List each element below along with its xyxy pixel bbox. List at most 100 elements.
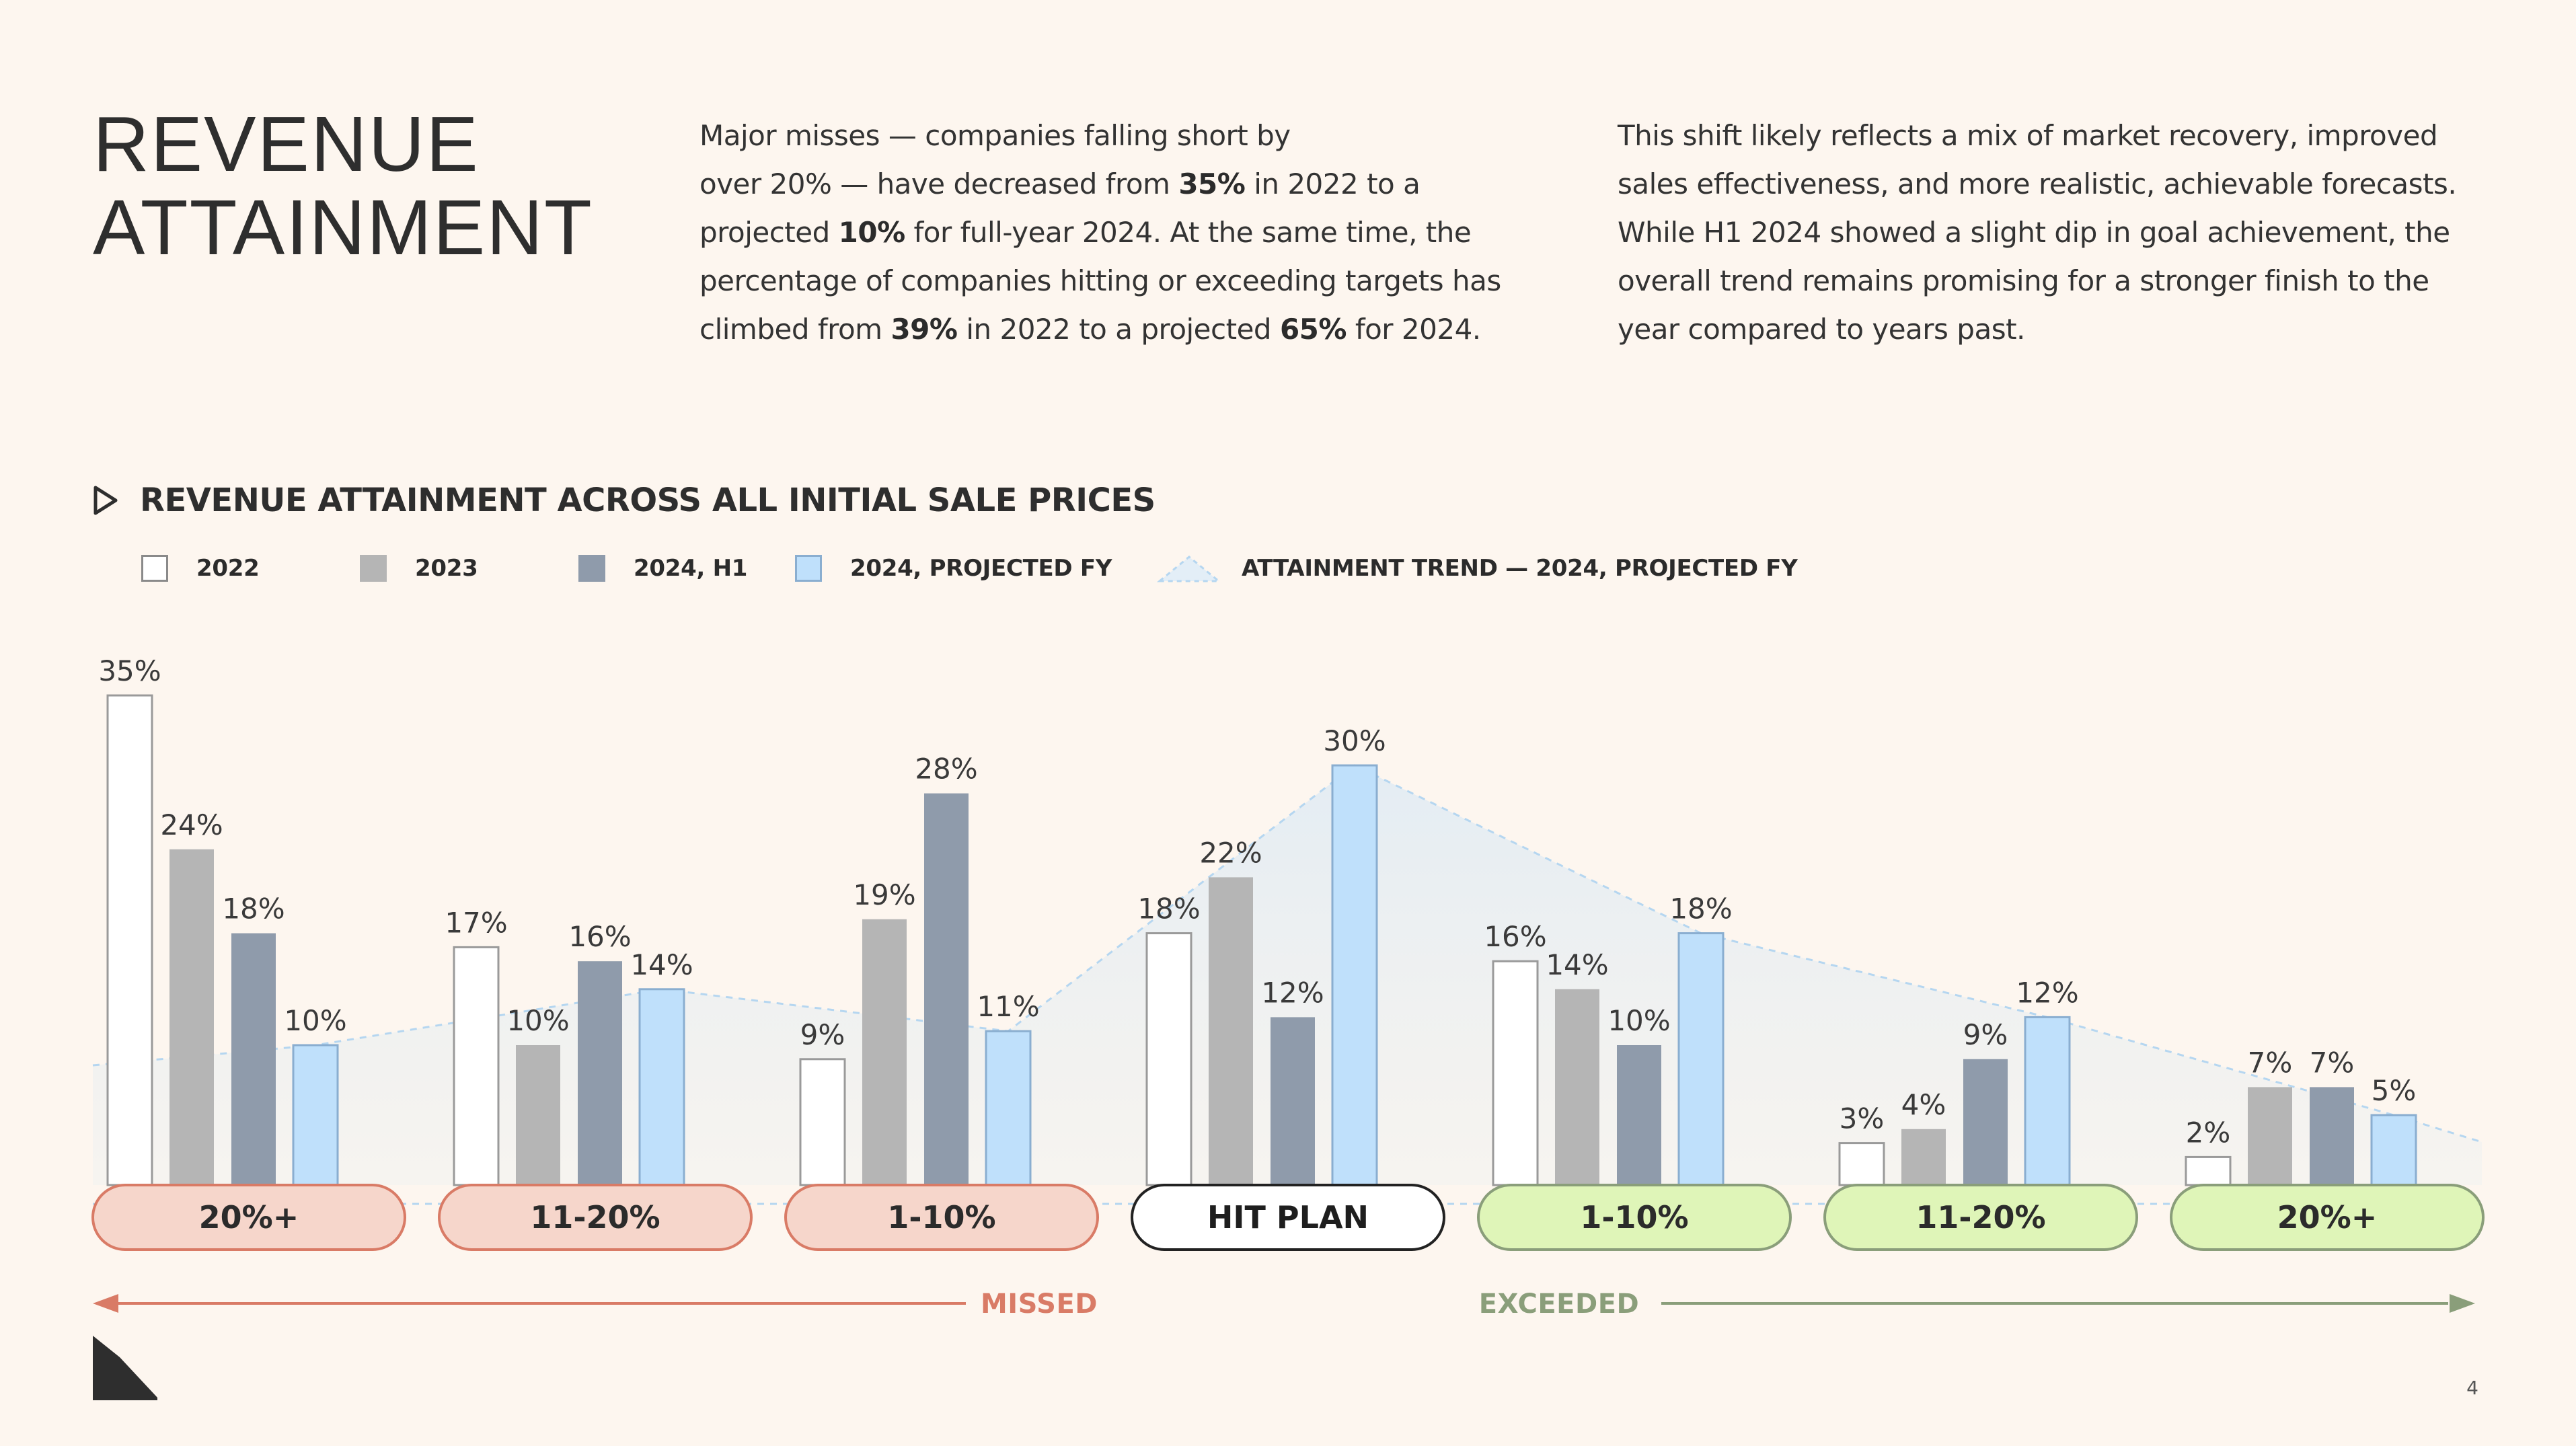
intro-right-line-2: sales effectiveness, and more realistic,… <box>1618 167 2457 200</box>
category-pill-7: 20%+ <box>2170 1184 2485 1251</box>
bar-value-label: 30% <box>1323 724 1386 757</box>
bar-2024-h1-group-3 <box>924 793 969 1185</box>
bar-value-label: 28% <box>915 753 977 786</box>
bars-layer: 35% 17% 9% 18% 16% 3% 2% 24% 10% 19% 22% 14% 4% 7% 18%… <box>98 654 2417 1186</box>
legend-label-2022: 2022 <box>196 555 260 582</box>
bar-2023-group-1 <box>169 849 214 1185</box>
legend-item-2023: 2023 <box>360 548 478 588</box>
bar-value-label: 5% <box>2372 1074 2417 1107</box>
stat-major-miss-2022: 35% <box>1178 167 1246 200</box>
bar-value-label: 18% <box>1669 892 1732 925</box>
category-pill-5: 1-10% <box>1477 1184 1792 1251</box>
bar-2022-group-3 <box>799 1058 846 1186</box>
legend-label-trend: ATTAINMENT TREND — 2024, PROJECTED FY <box>1242 555 1798 582</box>
bar-2024-projected-fy-group-5 <box>1677 932 1725 1186</box>
category-pill-shape <box>2170 1184 2485 1251</box>
legend-item-2024-fy: 2024, PROJECTED FY <box>795 548 1112 588</box>
bar-value-label: 9% <box>1963 1018 2008 1051</box>
intro-right-line-5: year compared to years past. <box>1618 313 2025 346</box>
stat-hit-2024: 65% <box>1279 313 1347 346</box>
page-number: 4 <box>2466 1377 2478 1399</box>
chart-heading: REVENUE ATTAINMENT ACROSS ALL INITIAL SA… <box>93 479 1156 522</box>
bar-2024-projected-fy-group-2 <box>638 988 685 1186</box>
intro-left-line-5: climbed from 39% in 2022 to a projected … <box>699 313 1481 346</box>
intro-left-line-4: percentage of companies hitting or excee… <box>699 264 1501 297</box>
arrow-right-icon <box>2450 1294 2475 1313</box>
intro-left-line-1: Major misses — companies falling short b… <box>699 119 1291 152</box>
category-pill-4: HIT PLAN <box>1131 1184 1445 1251</box>
trend-area-icon <box>1157 556 1221 582</box>
category-label: HIT PLAN <box>1207 1199 1369 1235</box>
bar-2022-group-4 <box>1145 932 1192 1186</box>
bar-value-label: 9% <box>800 1018 845 1051</box>
bar-value-label: 24% <box>160 808 223 841</box>
legend-label-2024-fy: 2024, PROJECTED FY <box>850 555 1112 582</box>
legend-item-2024-h1: 2024, H1 <box>578 548 747 588</box>
stat-major-miss-2024: 10% <box>838 216 906 249</box>
intro-right-line-3: While H1 2024 showed a slight dip in goa… <box>1618 216 2450 249</box>
bar-value-label: 7% <box>2310 1046 2355 1079</box>
bar-2024-h1-group-4 <box>1271 1017 1315 1185</box>
bar-2024-h1-group-2 <box>578 961 622 1185</box>
bar-2022-group-6 <box>1838 1142 1885 1186</box>
category-pill-shape <box>1131 1184 1445 1251</box>
bar-value-label: 12% <box>2016 976 2078 1009</box>
bar-2024-projected-fy-group-6 <box>2024 1016 2071 1186</box>
category-pill-1: 20%+ <box>91 1184 406 1251</box>
category-label: 1-10% <box>1580 1199 1688 1235</box>
bar-2023-group-3 <box>862 919 907 1185</box>
category-pill-shape <box>1477 1184 1792 1251</box>
intro-left-line-3: projected 10% for full-year 2024. At the… <box>699 216 1472 249</box>
legend-item-2022: 2022 <box>141 548 260 588</box>
intro-paragraph-right: This shift likely reflects a mix of mark… <box>1618 112 2492 354</box>
missed-label: MISSED <box>981 1289 1098 1320</box>
category-label: 1-10% <box>887 1199 995 1235</box>
bar-2024-projected-fy-group-4 <box>1331 764 1378 1186</box>
category-pill-shape <box>438 1184 753 1251</box>
bar-value-label: 12% <box>1261 976 1324 1009</box>
bar-value-label: 16% <box>1484 920 1546 953</box>
bar-2024-projected-fy-group-1 <box>292 1044 339 1186</box>
page-title-line-1: REVENUE <box>93 100 480 188</box>
category-label: 11-20% <box>1916 1199 2045 1235</box>
bar-value-label: 17% <box>445 906 507 939</box>
bar-value-label: 14% <box>1546 948 1608 981</box>
bar-value-label: 3% <box>1840 1102 1885 1135</box>
bar-value-label: 7% <box>2248 1046 2293 1079</box>
category-pill-6: 11-20% <box>1823 1184 2138 1251</box>
company-logo <box>93 1336 157 1400</box>
page-title: REVENUE ATTAINMENT <box>93 102 644 269</box>
stat-hit-2022: 39% <box>891 313 958 346</box>
bar-value-label: 10% <box>1607 1004 1670 1037</box>
bar-value-label: 22% <box>1199 836 1262 869</box>
intro-paragraph-left: Major misses — companies falling short b… <box>699 112 1574 354</box>
bar-2022-group-7 <box>2185 1155 2232 1186</box>
bar-2024-projected-fy-group-7 <box>2370 1114 2417 1186</box>
chart-title: REVENUE ATTAINMENT ACROSS ALL INITIAL SA… <box>140 482 1156 519</box>
category-label: 20%+ <box>199 1199 299 1235</box>
bar-2024-h1-group-5 <box>1617 1045 1661 1185</box>
category-label: 20%+ <box>2277 1199 2378 1235</box>
bar-value-label: 4% <box>1901 1088 1946 1121</box>
bar-2023-group-4 <box>1209 877 1253 1185</box>
trend-area <box>93 765 2482 1185</box>
direction-arrows-layer: MISSED EXCEEDED <box>93 1289 2475 1320</box>
category-label: 11-20% <box>530 1199 660 1235</box>
legend-swatch-2022 <box>141 555 168 582</box>
bar-2022-group-1 <box>106 694 153 1186</box>
bar-value-label: 14% <box>630 948 693 981</box>
category-pill-shape <box>1823 1184 2138 1251</box>
bar-2023-group-2 <box>516 1045 560 1185</box>
legend-swatch-2024-h1 <box>578 555 605 582</box>
bar-value-label: 18% <box>1137 892 1200 925</box>
bar-value-label: 11% <box>977 990 1039 1023</box>
bar-value-label: 10% <box>284 1004 346 1037</box>
bar-value-label: 16% <box>568 920 631 953</box>
legend-swatch-2024-fy <box>795 555 822 582</box>
bar-2022-group-2 <box>453 946 500 1186</box>
category-pill-2: 11-20% <box>438 1184 753 1251</box>
exceeded-label: EXCEEDED <box>1479 1289 1639 1320</box>
category-pills-layer: 20%+ 11-20% 1-10% HIT PLAN 1-10% 11-20% 20%+ <box>91 1184 2485 1251</box>
arrow-left-icon <box>93 1294 118 1313</box>
